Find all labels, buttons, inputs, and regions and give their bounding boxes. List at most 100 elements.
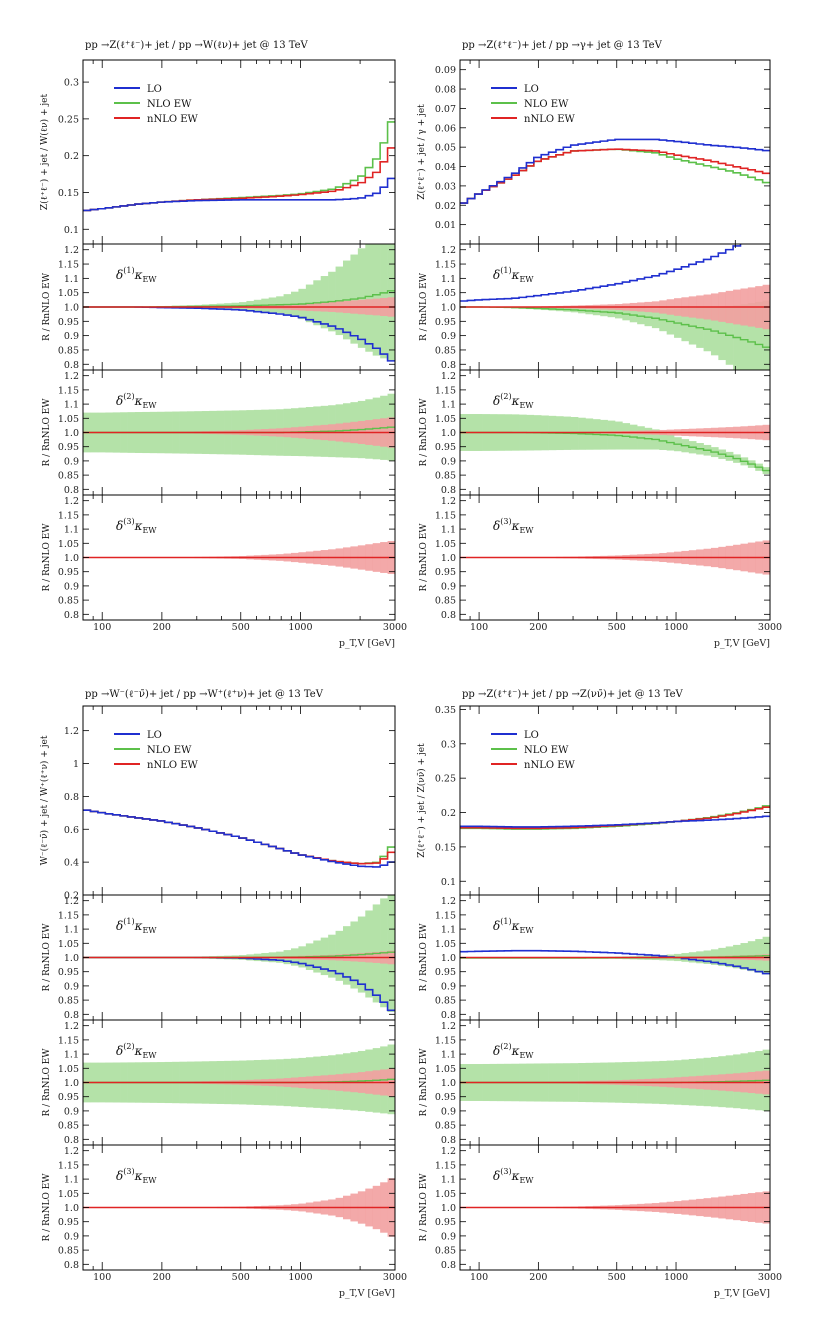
x-tick-label: 500 [608, 1272, 626, 1283]
x-axis-label: p_T,V [GeV] [714, 638, 770, 649]
ratio-plot [83, 244, 395, 362]
y-tick-label: 0.9 [441, 456, 456, 467]
y-tick-label: 0.95 [435, 442, 456, 453]
y-tick-label: 0.8 [441, 360, 456, 371]
y-tick-label: 0.95 [58, 1092, 79, 1103]
y-tick-label: 0.09 [435, 65, 456, 76]
ratio-panel-label: δ(1)κEW [116, 917, 157, 935]
y-tick-label: 0.8 [441, 610, 456, 621]
y-tick-label: 1.0 [441, 953, 456, 964]
y-tick-label: 0.9 [64, 456, 79, 467]
x-tick-label: 200 [153, 622, 171, 633]
nlo-uncertainty-band [365, 244, 374, 352]
ratio-panel-label: δ(2)κEW [493, 1042, 534, 1060]
x-tick-label: 100 [93, 622, 111, 633]
y-tick-label: 1.1 [441, 274, 456, 285]
y-tick-label: 1.1 [64, 1175, 79, 1186]
y-tick-label: 0.25 [435, 774, 456, 785]
y-tick-label: 0.2 [441, 808, 456, 819]
legend-entry: nNLO EW [147, 760, 199, 771]
y-tick-label: 1.15 [435, 385, 456, 396]
y-axis-label: Z(ℓ⁺ℓ⁻) + jet / W(ℓν) + jet [39, 94, 50, 211]
y-tick-label: 0.07 [435, 104, 456, 115]
y-tick-label: 1.05 [58, 1189, 79, 1200]
y-tick-label: 0.9 [441, 581, 456, 592]
y-tick-label: 1.1 [441, 400, 456, 411]
ratio-y-axis-label: R / RnNLO EW [419, 923, 429, 992]
y-tick-label: 1.05 [435, 414, 456, 425]
legend-entry: NLO EW [524, 99, 569, 110]
ratio-panel-label: δ(1)κEW [493, 266, 534, 284]
y-tick-label: 0.85 [435, 596, 456, 607]
y-tick-label: 1.05 [435, 1189, 456, 1200]
y-tick-label: 0.95 [435, 1092, 456, 1103]
y-tick-label: 0.9 [64, 581, 79, 592]
y-tick-label: 1.0 [441, 303, 456, 314]
y-tick-label: 1.1 [441, 1175, 456, 1186]
y-tick-label: 0.85 [58, 345, 79, 356]
y-tick-label: 1.0 [441, 428, 456, 439]
y-tick-label: 0.9 [441, 1106, 456, 1117]
x-tick-label: 500 [608, 622, 626, 633]
ratio-panel-label: δ(2)κEW [493, 392, 534, 410]
y-tick-label: 1.1 [64, 925, 79, 936]
ratio-panel-label: δ(2)κEW [116, 392, 157, 410]
y-tick-label: 1.15 [435, 1160, 456, 1171]
ratio-panel-label: δ(1)κEW [493, 917, 534, 935]
ratio-y-axis-label: R / RnNLO EW [419, 1173, 429, 1242]
series-lo [460, 815, 770, 828]
y-tick-label: 0.9 [64, 1231, 79, 1242]
ratio-panel-label: δ(3)κEW [116, 517, 157, 535]
y-tick-label: 0.95 [58, 567, 79, 578]
y-tick-label: 1.1 [441, 925, 456, 936]
y-tick-label: 1.05 [58, 1064, 79, 1075]
legend-entry: NLO EW [147, 745, 192, 756]
y-tick-label: 1.05 [58, 939, 79, 950]
chart-2: pp →Z(ℓ⁺ℓ⁻)+ jet / pp →γ+ jet @ 13 TeV 0.… [416, 40, 782, 649]
y-tick-label: 0.3 [441, 739, 456, 750]
y-tick-label: 1.15 [435, 510, 456, 521]
y-tick-label: 0.9 [64, 1106, 79, 1117]
y-tick-label: 0.6 [64, 825, 79, 836]
y-tick-label: 0.85 [435, 1246, 456, 1257]
y-tick-label: 1.15 [435, 260, 456, 271]
legend-entry: LO [147, 84, 162, 95]
y-tick-label: 1.15 [435, 910, 456, 921]
y-tick-label: 1.0 [64, 953, 79, 964]
y-tick-label: 0.8 [64, 360, 79, 371]
y-tick-label: 0.8 [441, 1135, 456, 1146]
y-tick-label: 1.2 [441, 1146, 456, 1157]
y-tick-label: 0.85 [435, 1121, 456, 1132]
legend-entry: nNLO EW [524, 114, 576, 125]
y-tick-label: 1.05 [435, 288, 456, 299]
y-tick-label: 1.05 [435, 939, 456, 950]
y-tick-label: 0.85 [435, 996, 456, 1007]
y-tick-label: 1.15 [435, 1035, 456, 1046]
legend: LO NLO EW nNLO EW [491, 84, 576, 125]
y-tick-label: 1.05 [435, 539, 456, 550]
y-tick-label: 1.0 [441, 1203, 456, 1214]
x-tick-label: 3000 [383, 1272, 407, 1283]
y-tick-label: 0.95 [435, 317, 456, 328]
y-tick-label: 1.2 [441, 371, 456, 382]
chart-title: pp →W⁻(ℓ⁻ν̄)+ jet / pp →W⁺(ℓ⁺ν)+ jet @ 1… [85, 689, 324, 700]
y-tick-label: 0.95 [58, 442, 79, 453]
y-tick-label: 0.8 [64, 485, 79, 496]
y-tick-label: 1.15 [58, 510, 79, 521]
ratio-y-axis-label: R / RnNLO EW [42, 523, 52, 592]
y-tick-label: 1.05 [435, 1064, 456, 1075]
x-tick-label: 3000 [383, 622, 407, 633]
y-tick-label: 0.1 [64, 225, 79, 236]
legend-entry: nNLO EW [147, 114, 199, 125]
y-tick-label: 1.2 [64, 245, 79, 256]
y-tick-label: 0.25 [58, 114, 79, 125]
y-tick-label: 0.2 [64, 891, 79, 902]
series-lo [460, 138, 770, 204]
y-tick-label: 0.2 [64, 151, 79, 162]
x-tick-label: 500 [232, 1272, 250, 1283]
y-tick-label: 0.8 [64, 1260, 79, 1271]
nlo-uncertainty-band [755, 301, 763, 370]
y-tick-label: 1.2 [64, 496, 79, 507]
y-tick-label: 0.95 [58, 1217, 79, 1228]
y-tick-label: 0.04 [435, 162, 456, 173]
